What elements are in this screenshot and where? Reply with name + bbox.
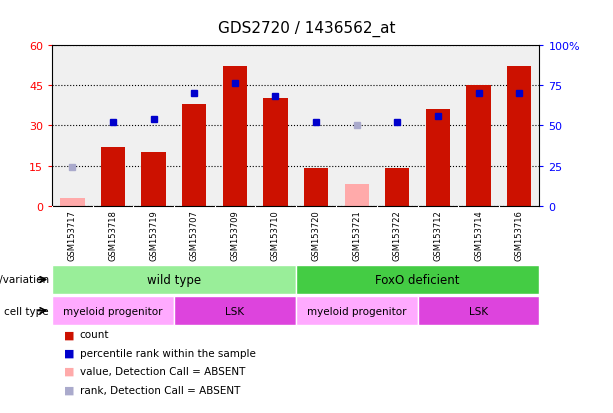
Bar [295,265,539,295]
Bar [466,86,490,206]
Text: ■: ■ [64,348,75,358]
Text: GSM153712: GSM153712 [433,209,443,260]
Text: LSK: LSK [226,306,245,316]
Bar [425,110,450,206]
Text: GSM153707: GSM153707 [190,209,199,260]
Text: wild type: wild type [147,273,201,286]
Text: genotype/variation: genotype/variation [0,275,49,285]
Text: rank, Detection Call = ABSENT: rank, Detection Call = ABSENT [80,385,240,394]
Bar [385,169,409,206]
Text: GSM153714: GSM153714 [474,209,483,260]
Text: GSM153722: GSM153722 [393,209,402,260]
Bar [52,265,295,295]
Bar [174,296,295,326]
Text: count: count [80,330,109,339]
Text: GSM153720: GSM153720 [311,209,321,260]
Bar [507,67,531,206]
Bar [60,198,85,206]
Text: GSM153709: GSM153709 [230,209,239,260]
Bar [264,99,287,206]
Bar [345,185,369,206]
Text: GSM153719: GSM153719 [149,209,158,260]
Text: GSM153716: GSM153716 [515,209,524,260]
Text: percentile rank within the sample: percentile rank within the sample [80,348,256,358]
Text: LSK: LSK [469,306,488,316]
Text: ■: ■ [64,330,75,339]
Text: value, Detection Call = ABSENT: value, Detection Call = ABSENT [80,366,245,376]
Bar [223,67,247,206]
Text: ■: ■ [64,385,75,394]
Text: cell type: cell type [4,306,49,316]
Text: GSM153718: GSM153718 [109,209,118,260]
Text: GSM153717: GSM153717 [68,209,77,260]
Bar [52,296,174,326]
Text: GSM153721: GSM153721 [352,209,361,260]
Text: GSM153710: GSM153710 [271,209,280,260]
Bar [295,296,417,326]
Text: myeloid progenitor: myeloid progenitor [307,306,406,316]
Text: myeloid progenitor: myeloid progenitor [63,306,163,316]
Text: ■: ■ [64,366,75,376]
Bar [417,296,539,326]
Text: GDS2720 / 1436562_at: GDS2720 / 1436562_at [218,21,395,37]
Bar [142,153,166,206]
Bar [304,169,329,206]
Bar [182,104,207,206]
Text: FoxO deficient: FoxO deficient [375,273,460,286]
Bar [101,147,125,206]
